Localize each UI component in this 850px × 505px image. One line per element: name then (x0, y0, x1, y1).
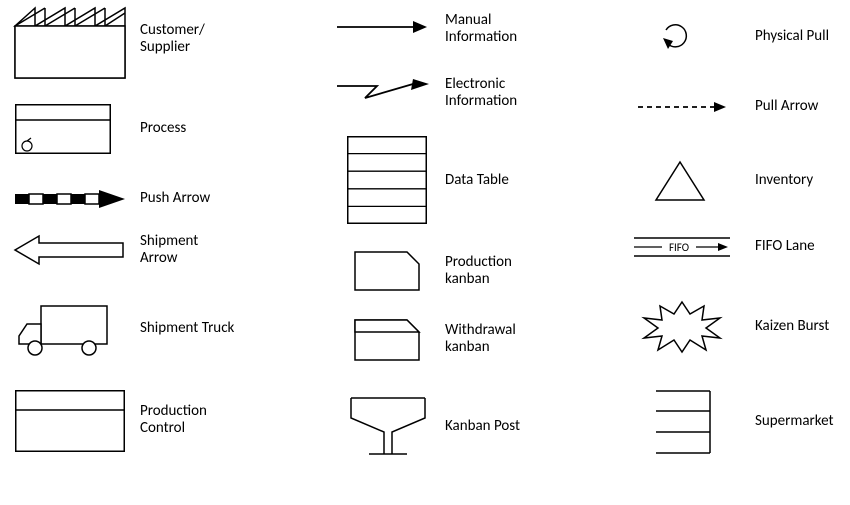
shipment-arrow-icon (15, 235, 125, 265)
supermarket-icon (654, 390, 712, 454)
push-arrow-label: Push Arrow (140, 190, 210, 207)
data-table-icon (347, 136, 427, 224)
electronic-info-icon (335, 78, 431, 104)
data-table-label: Data Table (445, 172, 509, 189)
manual-info-label: Manual Information (445, 12, 517, 47)
inventory-icon (654, 160, 706, 202)
process-label: Process (140, 120, 186, 137)
legend-kanban-post (349, 396, 427, 458)
pull-arrow-icon (636, 100, 728, 114)
production-control-icon (15, 390, 125, 452)
manual-info-icon (335, 18, 427, 36)
legend-withdrawal-kanban (355, 320, 419, 360)
physical-pull-label: Physical Pull (755, 28, 829, 45)
electronic-info-label: Electronic Information (445, 76, 517, 111)
legend-manual-info (335, 18, 427, 36)
physical-pull-icon (660, 20, 694, 52)
legend-data-table (347, 136, 427, 224)
legend-supermarket (654, 390, 712, 454)
production-kanban-label: Production kanban (445, 254, 512, 289)
inventory-label: Inventory (755, 172, 813, 189)
customer-supplier-label: Customer/ Supplier (140, 22, 205, 57)
legend-push-arrow (15, 190, 125, 208)
supermarket-label: Supermarket (755, 413, 834, 430)
legend-process (15, 104, 111, 154)
legend-shipment-truck (15, 300, 111, 360)
production-control-label: Production Control (140, 403, 207, 438)
shipment-arrow-label: Shipment Arrow (140, 233, 198, 268)
withdrawal-kanban-icon (355, 320, 419, 360)
customer-supplier-icon (15, 8, 125, 78)
legend-physical-pull (660, 20, 694, 52)
legend-electronic-info (335, 78, 431, 104)
process-icon (15, 104, 111, 154)
legend-customer-supplier (15, 8, 125, 78)
fifo-lane-label: FIFO Lane (755, 238, 815, 255)
legend-production-control (15, 390, 125, 452)
production-kanban-icon (355, 252, 419, 290)
legend-kaizen-burst (642, 300, 722, 354)
push-arrow-icon (15, 190, 125, 208)
legend-shipment-arrow (15, 235, 125, 265)
pull-arrow-label: Pull Arrow (755, 98, 818, 115)
withdrawal-kanban-label: Withdrawal kanban (445, 322, 516, 357)
shipment-truck-label: Shipment Truck (140, 320, 234, 337)
kaizen-burst-icon (642, 300, 722, 354)
kaizen-burst-label: Kaizen Burst (755, 318, 829, 335)
legend-pull-arrow (636, 100, 728, 114)
shipment-truck-icon (15, 300, 111, 360)
kanban-post-label: Kanban Post (445, 418, 520, 435)
fifo-text: FIFO (669, 241, 689, 254)
legend-production-kanban (355, 252, 419, 290)
legend-fifo-lane: FIFO (632, 236, 732, 258)
legend-inventory (654, 160, 706, 202)
fifo-lane-icon: FIFO (632, 236, 732, 258)
kanban-post-icon (349, 396, 427, 458)
